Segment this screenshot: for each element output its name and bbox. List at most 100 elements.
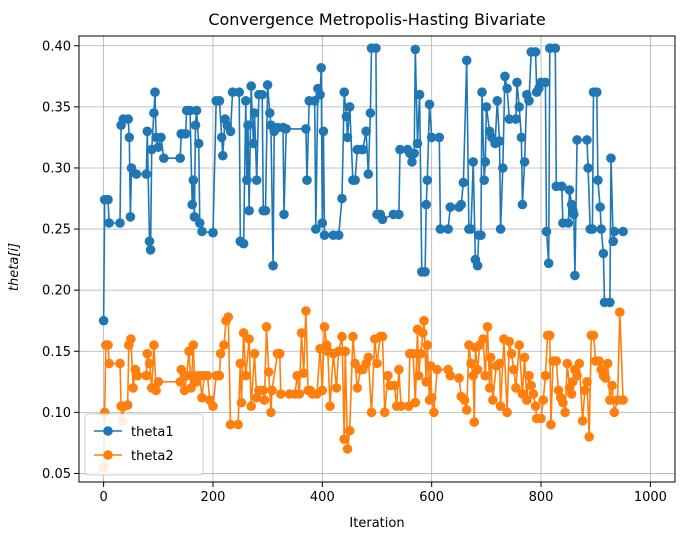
theta2-point bbox=[602, 358, 613, 369]
theta2-point bbox=[415, 348, 426, 359]
theta1-point bbox=[260, 205, 271, 216]
theta2-point bbox=[429, 407, 439, 418]
theta2-point bbox=[413, 370, 424, 381]
theta1-point bbox=[144, 236, 155, 247]
theta2-point bbox=[422, 340, 433, 350]
theta1-point bbox=[142, 126, 153, 137]
theta2-point bbox=[266, 407, 276, 418]
theta2-point bbox=[149, 340, 159, 350]
theta1-point bbox=[318, 126, 329, 137]
theta2-point bbox=[522, 395, 532, 405]
theta1-point bbox=[197, 226, 207, 237]
theta1-point bbox=[395, 144, 405, 155]
theta2-point bbox=[506, 348, 517, 359]
theta1-point bbox=[189, 212, 200, 222]
theta1-point bbox=[495, 224, 506, 234]
theta1-point bbox=[208, 227, 218, 238]
theta1-point bbox=[456, 199, 467, 210]
theta1-point bbox=[557, 181, 567, 192]
theta1-point bbox=[605, 297, 615, 308]
theta1-point bbox=[265, 108, 275, 118]
theta1-point bbox=[319, 230, 330, 240]
theta1-point bbox=[159, 153, 169, 163]
theta2-point bbox=[261, 322, 272, 332]
theta1-point bbox=[234, 87, 244, 97]
theta2-point bbox=[259, 395, 270, 405]
theta1-point bbox=[180, 129, 191, 139]
theta2-point bbox=[410, 397, 421, 408]
theta1-point bbox=[350, 175, 360, 185]
theta1-point bbox=[371, 43, 381, 53]
theta1-point bbox=[512, 77, 522, 88]
theta2-point bbox=[432, 364, 442, 375]
y-tick-label: 0.30 bbox=[42, 161, 71, 176]
theta1-point bbox=[583, 163, 593, 173]
theta1-point bbox=[248, 138, 259, 149]
theta2-point bbox=[566, 389, 577, 399]
theta2-point bbox=[607, 380, 617, 391]
theta2-point bbox=[538, 395, 548, 405]
theta2-point bbox=[144, 358, 155, 369]
theta2-point bbox=[225, 419, 236, 430]
theta2-point bbox=[502, 407, 512, 418]
theta1-point bbox=[564, 185, 575, 195]
theta1-point bbox=[541, 226, 552, 237]
theta1-point bbox=[339, 87, 350, 97]
theta1-point bbox=[365, 108, 376, 118]
theta2-point bbox=[582, 377, 592, 387]
theta2-point bbox=[208, 401, 218, 412]
theta2-point bbox=[485, 352, 496, 363]
theta2-point bbox=[536, 413, 546, 424]
theta2-point bbox=[482, 322, 493, 332]
theta1-point bbox=[618, 226, 628, 237]
theta2-point bbox=[274, 348, 285, 359]
theta1-point bbox=[363, 169, 374, 179]
theta1-point bbox=[257, 89, 268, 100]
theta1-point bbox=[268, 260, 278, 271]
plot-area-frame bbox=[78, 35, 676, 483]
theta1-point bbox=[592, 87, 602, 97]
theta1-point bbox=[188, 175, 199, 185]
theta2-point bbox=[530, 401, 541, 412]
theta2-point bbox=[298, 368, 309, 379]
theta2-point bbox=[528, 389, 539, 399]
theta2-point bbox=[609, 407, 620, 418]
theta1-point bbox=[426, 132, 437, 143]
theta2-point bbox=[296, 328, 307, 338]
theta1-point bbox=[190, 120, 201, 130]
theta2-point bbox=[508, 364, 519, 375]
theta2-point bbox=[459, 395, 470, 405]
theta1-point bbox=[216, 132, 227, 143]
x-tick-label: 600 bbox=[419, 490, 444, 505]
theta1-point bbox=[191, 105, 202, 116]
theta2-point bbox=[615, 307, 625, 318]
theta1-point bbox=[344, 102, 355, 112]
y-tick-label: 0.40 bbox=[42, 39, 71, 54]
legend-box bbox=[84, 413, 204, 476]
theta1-point bbox=[187, 199, 197, 210]
series-theta1 bbox=[98, 43, 628, 326]
theta2-point bbox=[484, 383, 495, 393]
theta2-point bbox=[301, 306, 311, 316]
theta2-point bbox=[594, 356, 604, 366]
x-tick-label: 200 bbox=[201, 490, 226, 505]
chart-title: Convergence Metropolis-Hasting Bivariate bbox=[208, 10, 545, 29]
theta2-point bbox=[126, 334, 136, 344]
theta1-point bbox=[445, 202, 456, 212]
theta2-point bbox=[263, 367, 274, 377]
theta2-point bbox=[524, 370, 534, 381]
theta2-point bbox=[294, 389, 305, 399]
theta1-point bbox=[502, 83, 512, 94]
theta2-point bbox=[246, 401, 256, 412]
theta1-point bbox=[414, 89, 425, 100]
theta2-point bbox=[236, 397, 247, 408]
theta1-point bbox=[550, 43, 561, 53]
theta1-point bbox=[514, 102, 524, 112]
theta1-point bbox=[472, 260, 483, 271]
theta2-point bbox=[344, 425, 355, 436]
theta1-point bbox=[341, 111, 352, 122]
theta1-point bbox=[337, 193, 347, 204]
theta1-point bbox=[593, 175, 603, 185]
theta2-point bbox=[478, 334, 488, 344]
theta2-point bbox=[618, 395, 628, 405]
